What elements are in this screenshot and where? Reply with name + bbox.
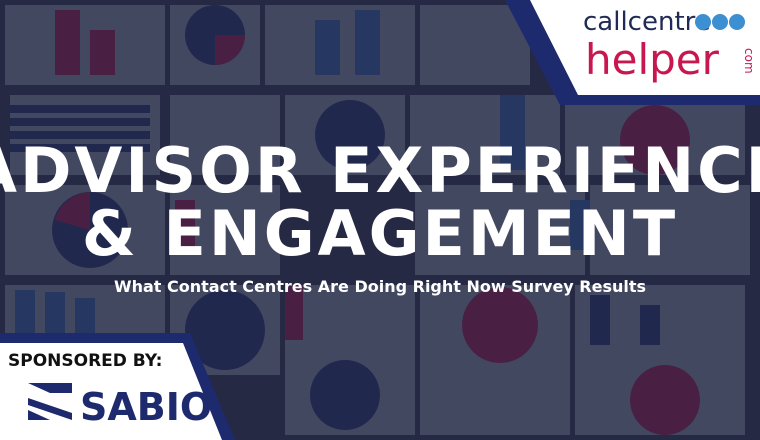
title: ADVISOR EXPERIENCE <box>0 134 760 207</box>
logo-suffix: com <box>742 48 756 74</box>
subtitle: What Contact Centres Are Doing Right Now… <box>114 277 646 296</box>
logo-word: callcentre <box>583 7 711 37</box>
sponsor-label: SPONSORED BY: <box>8 351 162 371</box>
sponsor-name: SABIO <box>80 385 212 429</box>
chart-collage <box>5 5 750 435</box>
sponsor-box <box>0 343 222 440</box>
logo-dots <box>695 14 745 30</box>
title: & ENGAGEMENT <box>82 197 678 270</box>
logo-word: helper <box>585 35 720 84</box>
sabio-mark <box>28 383 72 420</box>
